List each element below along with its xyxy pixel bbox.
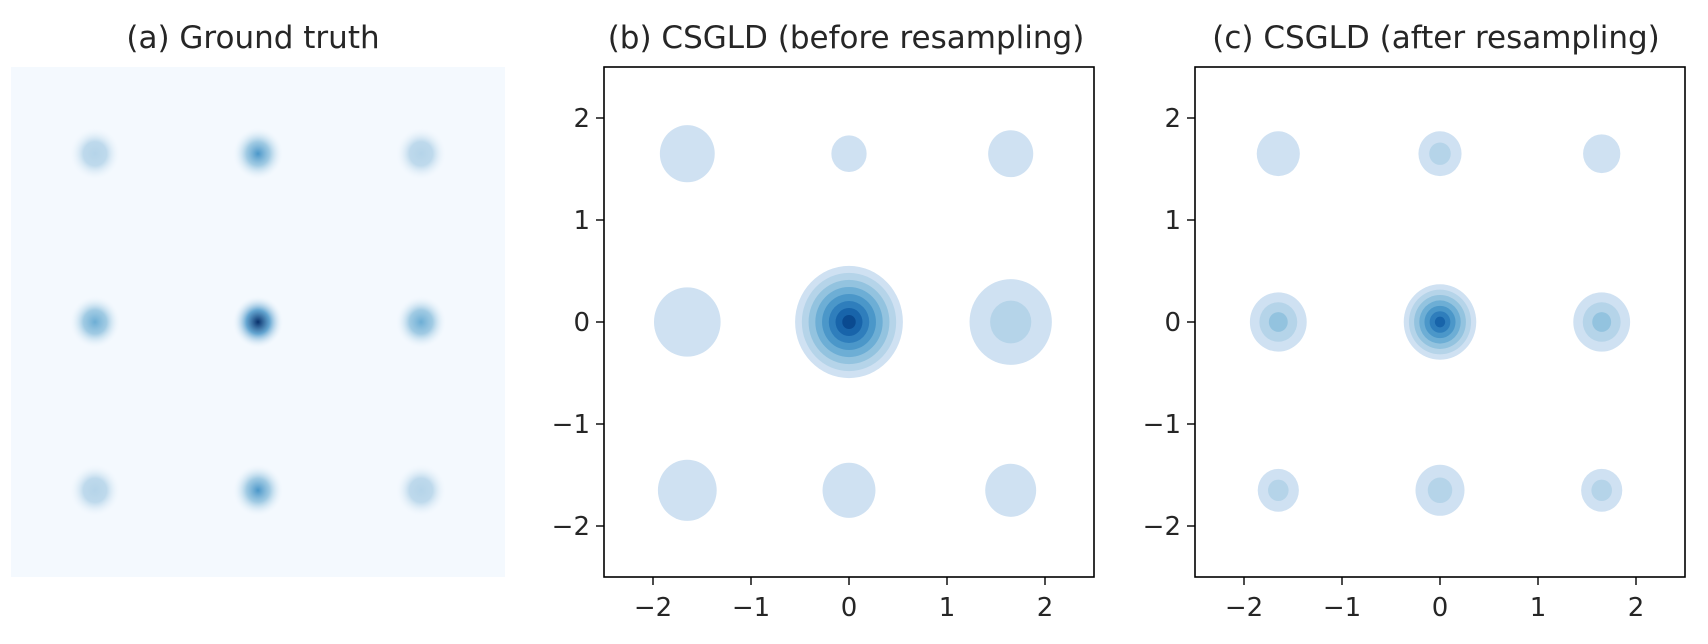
x-tick-label: 1 <box>939 593 956 623</box>
axis-ticks: −2 −1 0 1 2 −2 −1 0 1 2 <box>552 104 1054 623</box>
y-tick-label: 1 <box>1164 206 1181 236</box>
y-tick-label: −2 <box>552 512 590 542</box>
contour-level <box>985 463 1037 517</box>
panel-ground-truth: (a) Ground truth <box>11 20 505 577</box>
x-tick-label: 1 <box>1530 593 1547 623</box>
y-tick-label: 2 <box>573 104 590 134</box>
panel-after-resampling: (c) CSGLD (after resampling) −2 −1 0 1 2 −2 −1… <box>1143 20 1686 623</box>
heatmap-mode <box>395 295 447 349</box>
contour-level <box>1434 316 1446 328</box>
y-tick-label: 0 <box>1164 308 1181 338</box>
contour-level <box>1268 479 1289 502</box>
y-tick-label: −2 <box>1143 512 1181 542</box>
y-tick-label: 0 <box>573 308 590 338</box>
heatmap-mode <box>232 463 284 517</box>
contour-regions <box>653 125 1052 521</box>
contour-level <box>653 287 721 357</box>
contour-level <box>842 314 856 330</box>
y-tick-label: −1 <box>1143 410 1181 440</box>
panel-title: (b) CSGLD (before resampling) <box>608 20 1085 56</box>
contour-regions <box>1249 131 1631 516</box>
heatmap-mode <box>232 295 284 349</box>
x-tick-label: 2 <box>1628 593 1645 623</box>
contour-level <box>822 462 876 518</box>
x-tick-label: −2 <box>634 593 672 623</box>
contour-level <box>1583 134 1621 174</box>
panel-title: (a) Ground truth <box>126 20 379 56</box>
heatmap-mode <box>232 127 284 181</box>
heatmap-mode <box>69 463 121 517</box>
contour-level <box>988 130 1034 178</box>
heatmap-mode <box>69 295 121 349</box>
contour-level <box>990 300 1032 344</box>
contour-level <box>657 459 717 521</box>
contour-level <box>1427 477 1453 504</box>
y-tick-label: −1 <box>552 410 590 440</box>
x-tick-label: 0 <box>841 593 858 623</box>
x-tick-label: −1 <box>732 593 770 623</box>
contour-level <box>1256 131 1300 177</box>
y-tick-label: 1 <box>573 206 590 236</box>
contour-level <box>831 135 867 173</box>
x-tick-label: −2 <box>1225 593 1263 623</box>
panel-title: (c) CSGLD (after resampling) <box>1212 20 1660 56</box>
contour-level <box>659 125 715 183</box>
heatmap-blobs <box>69 127 447 517</box>
y-tick-label: 2 <box>1164 104 1181 134</box>
contour-level <box>1429 142 1451 165</box>
axis-ticks: −2 −1 0 1 2 −2 −1 0 1 2 <box>1143 104 1645 623</box>
x-tick-label: 2 <box>1037 593 1054 623</box>
contour-level <box>1591 479 1612 502</box>
heatmap-mode <box>395 463 447 517</box>
heatmap-mode <box>69 127 121 181</box>
heatmap-mode <box>395 127 447 181</box>
contour-level <box>1592 312 1612 332</box>
x-tick-label: −1 <box>1323 593 1361 623</box>
x-tick-label: 0 <box>1432 593 1449 623</box>
panel-before-resampling: (b) CSGLD (before resampling) −2 −1 0 1 2−2−… <box>552 20 1095 623</box>
contour-level <box>1268 312 1288 332</box>
